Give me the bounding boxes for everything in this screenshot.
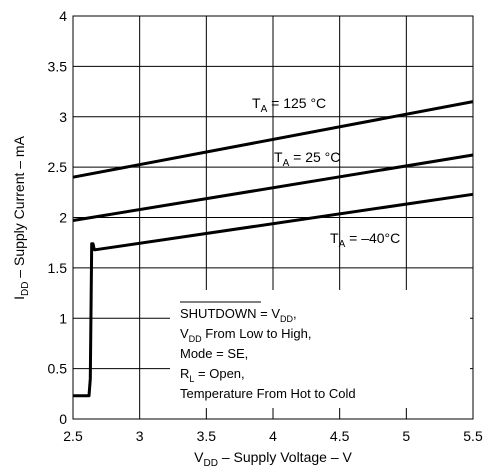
annotation-shutdown: SHUTDOWN — [180, 306, 257, 321]
x-axis-label: VDD – Supply Voltage – V — [194, 449, 352, 468]
annotation-line-2-rest: From Low to High, — [202, 326, 312, 341]
annotation-line-1-after: , — [293, 306, 297, 321]
series-line-minus40c — [73, 192, 474, 398]
series-label-25c-rest: = 25 °C — [289, 149, 340, 165]
annotation-line-1-rest: = V — [257, 306, 281, 321]
annotation-line-1-sub: DD — [280, 314, 293, 324]
annotation-box: SHUTDOWN = VDD, VDD From Low to High, Mo… — [170, 290, 470, 408]
y-tick-label: 2 — [59, 210, 67, 226]
y-tick-label: 3.5 — [48, 58, 68, 74]
y-axis-label-main: I — [11, 296, 27, 300]
y-tick-label: 2.5 — [48, 159, 68, 175]
x-axis-label-main: V — [194, 449, 204, 465]
annotation-line-1: SHUTDOWN = VDD, — [180, 306, 297, 324]
x-tick-label: 3 — [136, 428, 144, 444]
series-label-25c-sub: A — [283, 158, 290, 169]
x-tick-label: 2.5 — [63, 428, 83, 444]
x-tick-label: 4.5 — [330, 428, 350, 444]
series-label-minus40c-rest: = –40°C — [345, 230, 400, 246]
series-group — [72, 100, 474, 398]
plot-frame — [72, 15, 474, 420]
series-label-125c-rest: = 125 °C — [267, 95, 326, 111]
annotation-line-5: Temperature From Hot to Cold — [180, 386, 356, 401]
annotation-line-4-main: R — [180, 366, 189, 381]
y-axis-label: IDD – Supply Current – mA — [11, 135, 31, 300]
annotation-line-2-sub: DD — [189, 334, 202, 344]
y-tick-label: 3 — [59, 109, 67, 125]
annotation-line-2: VDD From Low to High, — [180, 326, 312, 344]
y-tick-label: 4 — [59, 8, 67, 24]
series-label-minus40c: TA = –40°C — [330, 230, 400, 250]
annotation-line-4-sub: L — [189, 374, 194, 384]
series-label-25c: TA = 25 °C — [274, 149, 340, 169]
x-tick-label: 5.5 — [463, 428, 483, 444]
series-label-125c-sub: A — [261, 104, 268, 115]
series-label-minus40c-sub: A — [339, 239, 346, 250]
x-tick-label: 4 — [269, 428, 277, 444]
y-tick-label: 0 — [59, 411, 67, 427]
annotation-line-4: RL = Open, — [180, 366, 245, 384]
y-axis-label-sub: DD — [20, 282, 31, 296]
series-line-125c — [72, 100, 474, 179]
series-line-25c — [72, 153, 474, 222]
x-axis-label-rest: – Supply Voltage – V — [218, 449, 353, 465]
series-label-25c-main: T — [274, 149, 283, 165]
y-tick-label: 1.5 — [48, 260, 68, 276]
tick-labels: 2.5 3 3.5 4 4.5 5 5.5 0 0.5 1 1.5 2 2.5 3 3.5 4 — [48, 8, 483, 444]
annotation-background — [170, 290, 470, 408]
y-axis-label-rest: – Supply Current – mA — [11, 135, 27, 281]
annotation-line-4-rest: = Open, — [194, 366, 244, 381]
y-tick-label: 0.5 — [48, 361, 68, 377]
series-label-125c-main: T — [252, 95, 261, 111]
x-axis-label-sub: DD — [204, 458, 218, 468]
y-tick-label: 1 — [59, 310, 67, 326]
x-tick-label: 3.5 — [197, 428, 217, 444]
x-tick-label: 5 — [402, 428, 410, 444]
annotation-line-3: Mode = SE, — [180, 346, 248, 361]
series-label-minus40c-main: T — [330, 230, 339, 246]
series-label-125c: TA = 125 °C — [252, 95, 326, 115]
annotation-line-2-main: V — [180, 326, 189, 341]
